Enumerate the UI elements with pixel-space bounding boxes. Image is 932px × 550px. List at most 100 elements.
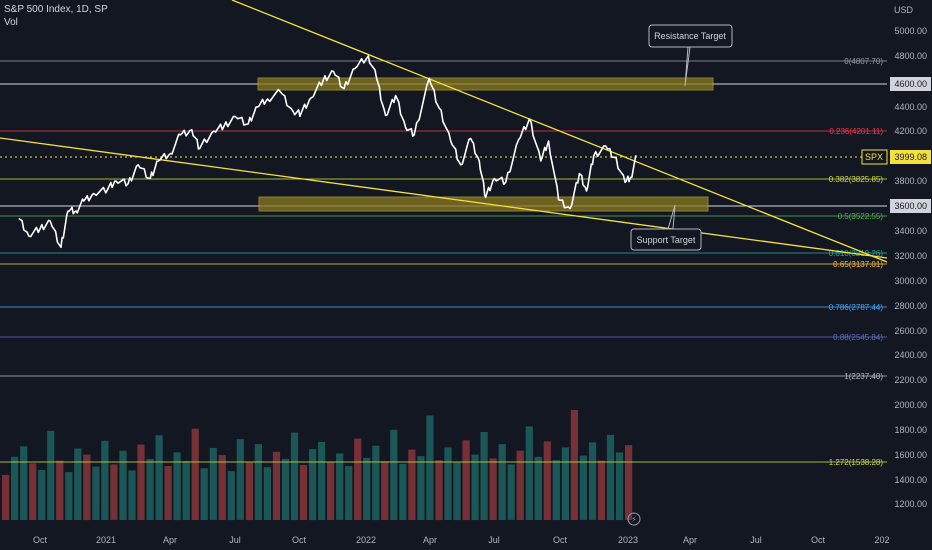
support-callout-pointer [667, 204, 676, 230]
volume-bar [489, 458, 497, 520]
volume-bar [29, 463, 37, 520]
fib-label: 0(4807.70) [844, 57, 883, 66]
volume-bar [191, 428, 199, 520]
time-tick: Oct [811, 535, 826, 545]
price-tick: 2600.00 [894, 326, 927, 336]
price-tick: 3800.00 [894, 176, 927, 186]
last-price: 3999.08 [894, 152, 927, 162]
volume-bar [444, 447, 452, 520]
volume-bar [390, 429, 398, 520]
time-tick: Jul [229, 535, 241, 545]
volume-bar [119, 450, 127, 520]
symbol-tag-bg [861, 149, 888, 165]
volume-bar [110, 464, 118, 520]
volume-bar [146, 458, 154, 520]
volume-bar [525, 426, 533, 520]
price-zones [257, 77, 714, 212]
volume-bar [507, 464, 515, 520]
price-tick: 1200.00 [894, 499, 927, 509]
volume-bar [299, 465, 308, 520]
price-series [18, 55, 637, 249]
volume-bar [498, 444, 506, 520]
level-tag-bg [890, 199, 931, 213]
symbol-tag: SPX [865, 152, 883, 162]
volume-bar [471, 454, 479, 521]
volume-bar [462, 440, 470, 521]
volume-bar [318, 441, 326, 520]
volume-bar [363, 457, 371, 520]
volume-bar [2, 474, 10, 520]
fib-label: 1(2237.40) [844, 372, 883, 381]
currency-label: USD [894, 5, 914, 15]
volume-bar [290, 432, 299, 521]
volume-bar [128, 470, 136, 520]
fibonacci-levels: 0(4807.70) 0.236(4201.11) 0.382(3825.85) 0.… [0, 57, 887, 467]
volume-bar [534, 456, 542, 520]
time-tick: 2021 [96, 535, 116, 545]
volume-bar [56, 460, 64, 520]
price-tick: 2000.00 [894, 400, 927, 410]
chart-title: S&P 500 Index, 1D, SP [4, 4, 108, 15]
level-tag: 3600.00 [894, 201, 927, 211]
time-tick: Oct [292, 535, 307, 545]
volume-bar [164, 466, 172, 520]
time-tick: Jul [750, 535, 762, 545]
volume-bar [372, 445, 380, 521]
volume-bar [272, 451, 281, 520]
volume-bar [11, 456, 19, 520]
volume-bar [200, 468, 208, 520]
time-tick: Jul [488, 535, 500, 545]
volume-indicator-label[interactable]: Vol [4, 17, 18, 28]
volume-bar [101, 440, 109, 520]
volume-bar [137, 444, 145, 520]
price-tick: 4400.00 [894, 102, 927, 112]
resistance-zone [257, 77, 714, 91]
volume-bar [570, 410, 578, 520]
price-tick: 4800.00 [894, 51, 927, 61]
volume-bar [417, 456, 425, 520]
price-tick: 2800.00 [894, 301, 927, 311]
events-icon [627, 512, 641, 526]
level-tag-bg [890, 77, 931, 91]
time-tick: 2023 [618, 535, 638, 545]
volume-bar [336, 453, 344, 520]
lightning-icon: ⚡ [631, 515, 637, 524]
fib-label: 0.786(2787.44) [829, 303, 884, 312]
resistance-callout-pointer [684, 46, 691, 87]
descending-trendline [231, 0, 888, 263]
volume-bar [606, 434, 615, 521]
price-tick: 2200.00 [894, 375, 927, 385]
trendlines [0, 0, 888, 263]
volume-bar [435, 460, 443, 521]
price-tick: 4200.00 [894, 126, 927, 136]
volume-bar [182, 461, 190, 520]
volume-bar [579, 455, 587, 520]
volume-bar [309, 449, 317, 521]
fib-label: 0.65(3137.01) [833, 260, 883, 269]
volume-bar [245, 462, 253, 521]
fib-label: 1.272(1538.28) [829, 458, 884, 467]
volume-bar [408, 449, 416, 520]
volume-bar [588, 442, 597, 520]
volume-bar [381, 461, 389, 520]
volume-bar [83, 454, 91, 521]
volume-bar [561, 447, 569, 520]
volume-bar [65, 472, 73, 520]
volume-bar [625, 445, 633, 520]
volume-bar [92, 466, 100, 520]
time-tick: 2022 [356, 535, 376, 545]
time-tick: Apr [423, 535, 437, 545]
volume-bar [345, 466, 353, 520]
price-tick: 3000.00 [894, 276, 927, 286]
fib-label: 0.5(3522.55) [838, 212, 884, 221]
price-tick: 1400.00 [894, 475, 927, 485]
volume-bar [236, 439, 244, 520]
time-tick: Apr [683, 535, 697, 545]
volume-bar [354, 438, 362, 520]
volume-bar [20, 446, 28, 520]
price-tick: 1600.00 [894, 450, 927, 460]
volume-bar [516, 450, 524, 520]
volume-bar [74, 448, 82, 520]
support-callout-label: Support Target [637, 235, 696, 245]
